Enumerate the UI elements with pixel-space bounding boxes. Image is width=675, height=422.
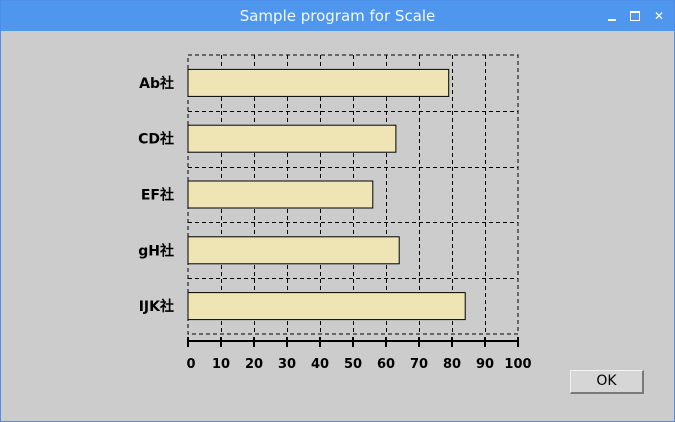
window-title: Sample program for Scale	[239, 7, 436, 25]
x-tick-label: 30	[278, 357, 296, 372]
bar	[187, 292, 466, 321]
category-label: CD社	[138, 131, 174, 148]
bar-chart: Ab社 CD社 EF社 gH社 IJK社 0 10 20 30 40 50 60 70 80 90 100	[138, 54, 532, 372]
close-icon[interactable]: ✕	[653, 9, 665, 23]
x-tick-label: 20	[245, 357, 263, 372]
ok-button[interactable]: OK	[570, 370, 644, 394]
x-tick-label: 90	[476, 357, 494, 372]
minimize-icon[interactable]	[604, 8, 620, 24]
x-tick-label: 40	[311, 357, 329, 372]
x-tick-label: 60	[377, 357, 395, 372]
x-tick-label: 10	[212, 357, 230, 372]
category-label: gH社	[138, 242, 174, 259]
x-tick-label: 0	[186, 357, 195, 372]
category-label: EF社	[141, 187, 174, 204]
category-label: Ab社	[139, 75, 174, 92]
category-label: IJK社	[139, 298, 174, 315]
x-tick-label: 50	[344, 357, 362, 372]
bar	[187, 236, 400, 265]
x-tick-label: 70	[410, 357, 428, 372]
x-tick-label: 100	[504, 357, 531, 372]
x-tick-label: 80	[443, 357, 461, 372]
bar	[187, 124, 397, 153]
bar	[187, 180, 374, 209]
maximize-icon[interactable]	[627, 8, 643, 24]
title-bar[interactable]: Sample program for Scale ✕	[1, 1, 674, 31]
bar	[187, 68, 450, 97]
